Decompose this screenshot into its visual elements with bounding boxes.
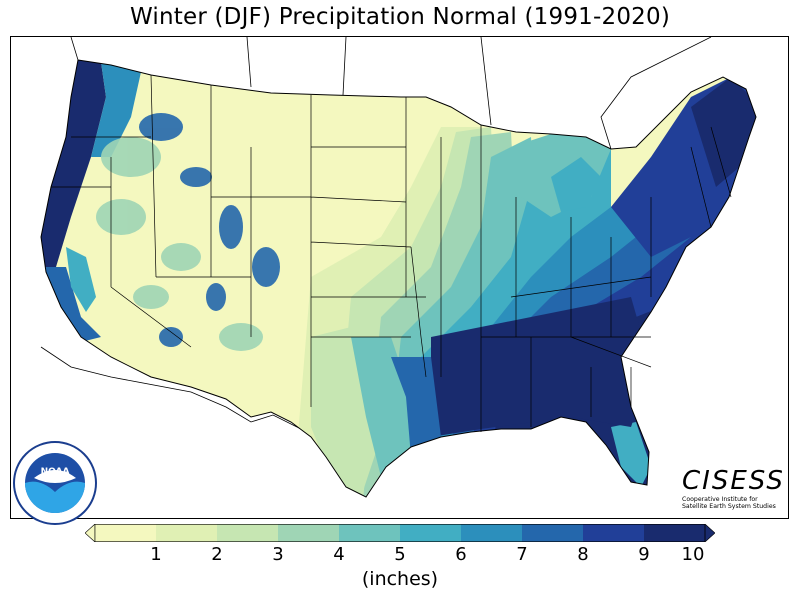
colorbar-segment (278, 524, 340, 542)
colorbar-segment (583, 524, 645, 542)
map-title: Winter (DJF) Precipitation Normal (1991-… (129, 4, 671, 30)
colorbar-ticks: 1 2 3 4 5 6 7 8 9 10 (0, 544, 800, 568)
colorbar-tick-label: 1 (150, 544, 162, 565)
colorbar-segment (644, 524, 706, 542)
colorbar-segment (400, 524, 462, 542)
cisess-line1: Cooperative Institute for (682, 496, 758, 503)
precipitation-map (40, 37, 757, 498)
colorbar-tick-label: 7 (516, 544, 528, 565)
map-panel (10, 36, 789, 519)
colorbar-tick-label: 10 (681, 544, 705, 565)
noaa-logo: NOAA (13, 441, 97, 525)
cisess-name: CISESS (682, 466, 785, 496)
colorbar-tick-label: 3 (272, 544, 284, 565)
colorbar-segment (461, 524, 523, 542)
colorbar-segment (339, 524, 401, 542)
colorbar-tick-label: 5 (394, 544, 406, 565)
state-lines (51, 74, 732, 432)
colorbar-tick-label: 4 (333, 544, 345, 565)
colorbar-tick-label: 8 (577, 544, 589, 565)
cisess-line2: Satellite Earth System Studies (682, 503, 776, 510)
noaa-center-text: NOAA (41, 467, 70, 477)
colorbar-extend-high (704, 524, 715, 542)
colorbar-tick-label: 6 (455, 544, 467, 565)
cisess-logo: CISESS Cooperative Institute for Satelli… (682, 466, 785, 518)
colorbar-tick-label: 2 (211, 544, 223, 565)
borders (40, 37, 712, 430)
colorbar-segment (95, 524, 157, 542)
colorbar-segment (217, 524, 279, 542)
colorbar-tick-label: 9 (638, 544, 650, 565)
colorbar-segment (522, 524, 584, 542)
colorbar-unit-label: (inches) (361, 568, 439, 590)
colorbar-segment (156, 524, 218, 542)
colorbar (85, 524, 715, 542)
colorbar-border (94, 524, 706, 542)
colorbar-extend-low (85, 524, 96, 542)
